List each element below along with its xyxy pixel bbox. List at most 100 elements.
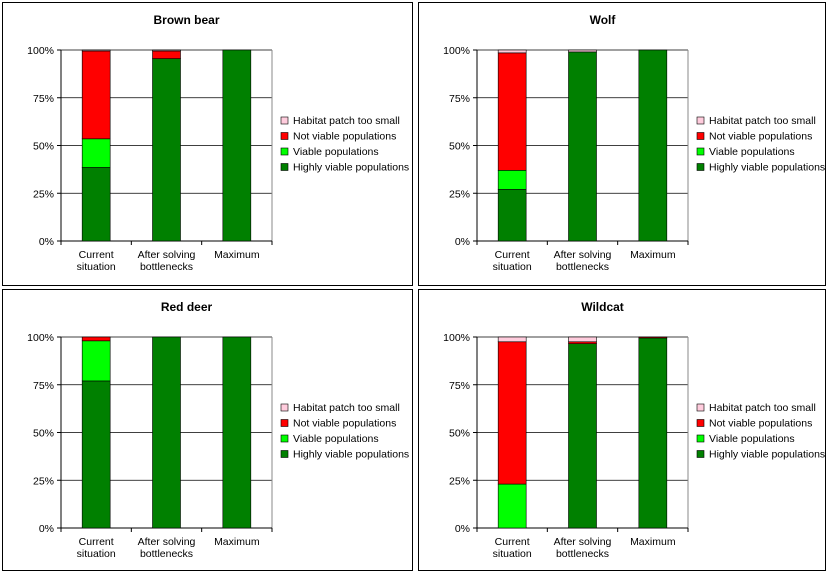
legend-label: Highly viable populations [709, 449, 825, 461]
chart-panel-red-deer: Red deer 0% 25% 50% 75% 100% Current situation A… [2, 289, 413, 571]
bar-segment [638, 49, 668, 242]
legend-swatch [280, 147, 289, 156]
legend-swatch [280, 450, 289, 458]
bar-segment [81, 167, 111, 242]
x-tick-label: Current [495, 536, 530, 548]
y-tick-label: 75% [449, 380, 470, 392]
bar-segment [81, 380, 111, 529]
bar-segment [497, 170, 527, 190]
y-tick-label: 25% [33, 188, 54, 200]
bar-segment [222, 336, 252, 529]
legend-label: Not viable populations [293, 131, 396, 143]
bar-segment [568, 49, 597, 53]
legend-label: Viable populations [709, 433, 795, 445]
legend-swatch [696, 419, 705, 427]
y-tick-label: 100% [27, 332, 54, 344]
x-tick-label: situation [493, 261, 532, 273]
y-tick-label: 100% [443, 45, 470, 57]
legend-swatch [696, 403, 705, 412]
x-tick-label: After solving [138, 536, 196, 548]
x-tick-label: Maximum [214, 536, 260, 548]
bar-segment [497, 49, 527, 54]
x-tick-label: Current [495, 249, 530, 261]
x-tick-label: Current [79, 536, 114, 548]
bar-segment [497, 483, 527, 529]
bar-segment [152, 50, 181, 59]
legend-label: Not viable populations [709, 131, 812, 143]
legend-label: Highly viable populations [293, 449, 409, 461]
chart-panel-wildcat: Wildcat 0% 25% 50% 75% 100% Current situation Af… [418, 289, 826, 571]
chart: Brown bear 0% 25% 50% 75% 100% Currentsituatio… [27, 13, 409, 273]
bar-segment [568, 51, 597, 242]
x-tick-label: After solving [138, 249, 196, 261]
legend-label: Viable populations [293, 433, 379, 445]
x-tick-label: bottlenecks [140, 548, 193, 560]
y-tick-label: 50% [449, 141, 470, 153]
x-tick-label: bottlenecks [140, 261, 193, 273]
chart-panel-wolf: Wolf 0% 25% 50% 75% 100% Current situation After… [418, 2, 826, 286]
y-tick-label: 0% [39, 523, 54, 535]
x-tick-label: Current [79, 249, 114, 261]
chart-title: Wolf [590, 13, 617, 27]
y-tick-label: 100% [27, 45, 54, 57]
x-tick-label: situation [77, 261, 116, 273]
chart-panel-brown-bear: Brown bear 0% 25% 50% 75% 100% Current situatio… [2, 2, 413, 286]
legend-swatch [696, 116, 705, 125]
x-tick-label: Maximum [630, 536, 676, 548]
legend-swatch [280, 419, 289, 427]
bar-segment [568, 336, 597, 343]
legend-label: Not viable populations [709, 418, 812, 430]
y-tick-label: 75% [33, 93, 54, 105]
bar-segment [152, 49, 181, 52]
legend-label: Not viable populations [293, 418, 396, 430]
y-tick-label: 100% [443, 332, 470, 344]
bar-segment [638, 336, 668, 339]
bar-segment [497, 52, 527, 171]
y-tick-label: 50% [33, 428, 54, 440]
legend-swatch [696, 132, 705, 140]
chart-title: Brown bear [153, 13, 219, 27]
bar-segment [497, 336, 527, 343]
bar-segment [152, 58, 181, 242]
x-tick-label: bottlenecks [556, 548, 609, 560]
legend-swatch [280, 132, 289, 140]
legend-label: Habitat patch too small [709, 115, 816, 127]
legend-swatch [280, 403, 289, 412]
x-tick-label: Maximum [630, 249, 676, 261]
legend-label: Habitat patch too small [293, 402, 400, 414]
x-tick-label: After solving [554, 249, 612, 261]
bar-segment [81, 336, 111, 342]
legend-label: Habitat patch too small [709, 402, 816, 414]
bar-segment [568, 343, 597, 529]
y-tick-label: 25% [449, 475, 470, 487]
x-tick-label: bottlenecks [556, 261, 609, 273]
bar-segment [81, 50, 111, 140]
legend-label: Highly viable populations [709, 162, 825, 174]
legend-swatch [696, 163, 705, 171]
legend-swatch [280, 434, 289, 443]
legend-swatch [696, 147, 705, 156]
legend-label: Viable populations [293, 146, 379, 158]
y-tick-label: 75% [33, 380, 54, 392]
legend-swatch [696, 434, 705, 443]
y-tick-label: 50% [33, 141, 54, 153]
x-tick-label: After solving [554, 536, 612, 548]
legend-label: Highly viable populations [293, 162, 409, 174]
y-tick-label: 0% [455, 236, 470, 248]
legend-label: Viable populations [709, 146, 795, 158]
y-tick-label: 25% [449, 188, 470, 200]
y-tick-label: 0% [455, 523, 470, 535]
y-tick-label: 75% [449, 93, 470, 105]
y-tick-label: 0% [39, 236, 54, 248]
legend-label: Habitat patch too small [293, 115, 400, 127]
bar-segment [81, 49, 111, 52]
bar-segment [497, 341, 527, 485]
x-tick-label: Maximum [214, 249, 260, 261]
legend-swatch [280, 116, 289, 125]
x-tick-label: situation [77, 548, 116, 560]
bar-segment [222, 49, 252, 242]
bar-segment [152, 336, 181, 529]
bar-segment [638, 337, 668, 529]
